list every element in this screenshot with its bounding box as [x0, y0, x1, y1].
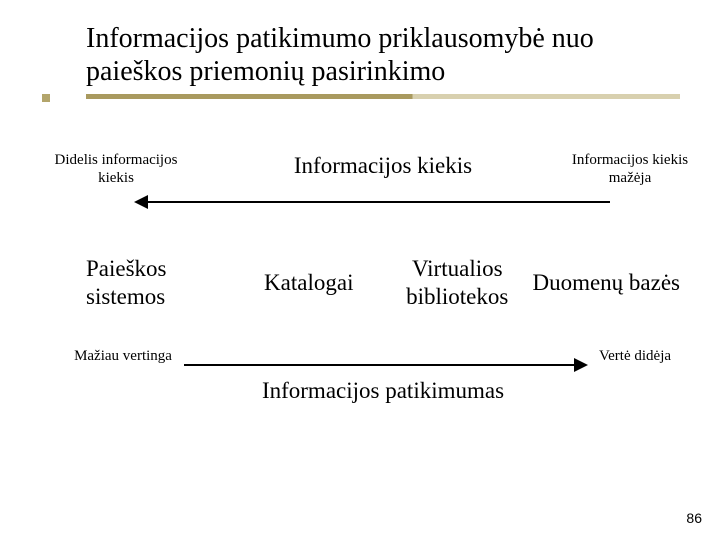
top-axis-right-label: Informacijos kiekismažėja [550, 151, 710, 187]
bottom-axis-left-label: Mažiau vertinga [58, 348, 188, 365]
arrow-right-icon [184, 364, 576, 366]
bottom-axis-right-label: Vertė didėja [570, 348, 700, 365]
bullet-icon [42, 94, 50, 102]
category-4: Duomenų bazės [532, 269, 681, 297]
title-underline [86, 94, 680, 99]
category-2: Katalogai [235, 269, 384, 297]
category-row: Paieškos sistemos Katalogai Virtualios b… [86, 255, 680, 310]
arrow-left-icon [146, 201, 610, 203]
bottom-axis: Mažiau vertinga Vertė didėja Informacijo… [86, 356, 680, 414]
category-3: Virtualios bibliotekos [383, 255, 532, 310]
slide-title: Informacijos patikimumo priklausomybė nu… [86, 22, 680, 88]
page-number: 86 [686, 510, 702, 526]
top-axis: Didelis informacijoskiekis Informacijos … [86, 159, 680, 219]
slide: Informacijos patikimumo priklausomybė nu… [0, 0, 720, 540]
bottom-axis-center-label: Informacijos patikimumas [86, 378, 680, 404]
category-1: Paieškos sistemos [86, 255, 235, 310]
